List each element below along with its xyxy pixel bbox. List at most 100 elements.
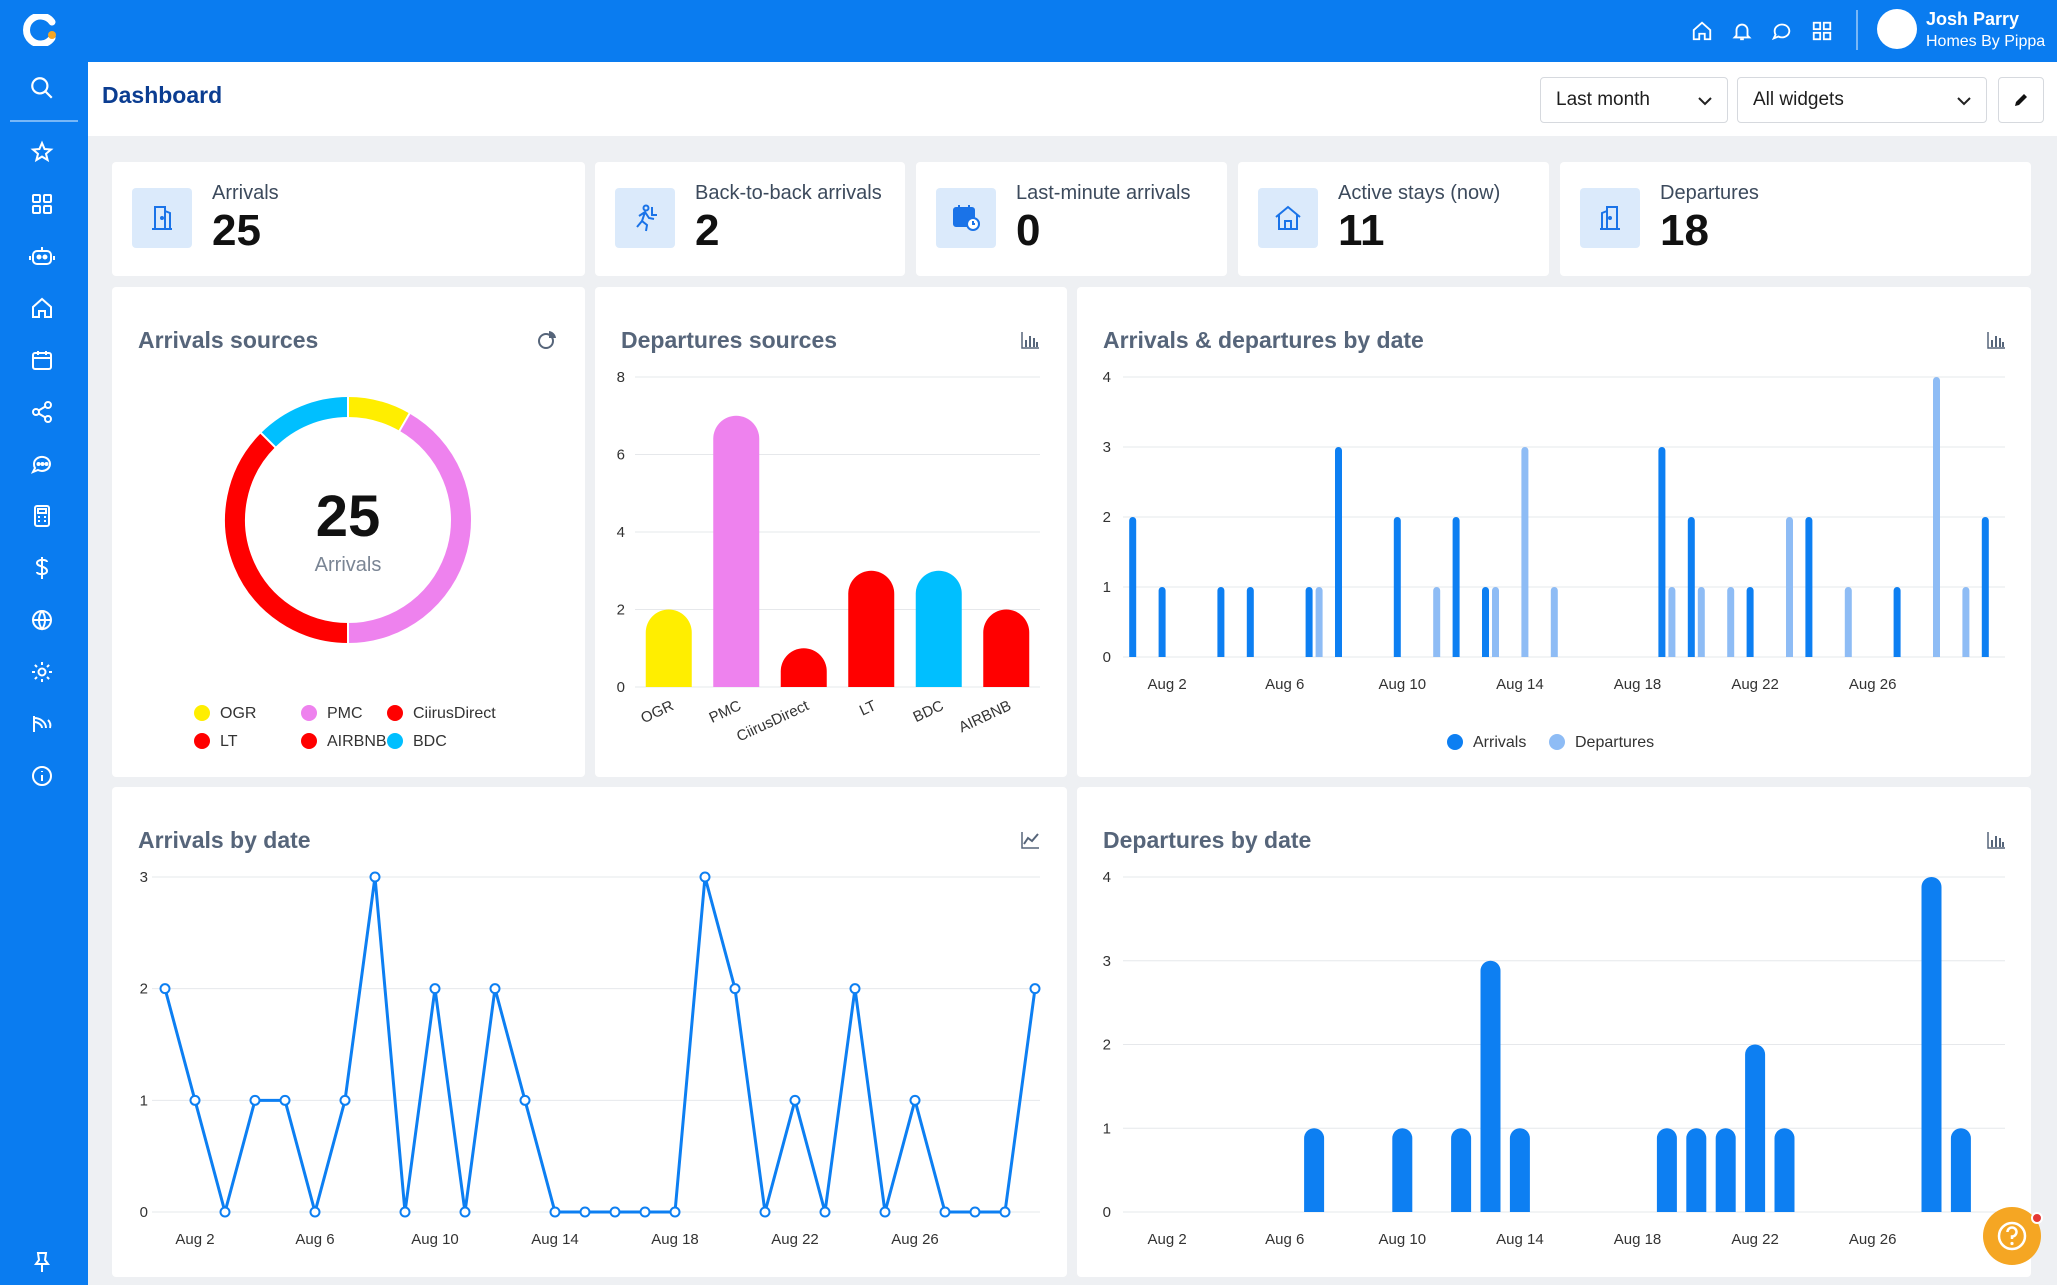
data-point xyxy=(669,1206,681,1218)
bar-departures xyxy=(1480,960,1501,1212)
x-tick-label: Aug 26 xyxy=(891,1231,939,1248)
grid-icon[interactable] xyxy=(26,188,58,220)
donut-slice-pmc xyxy=(347,413,471,643)
widget-title: Arrivals & departures by date xyxy=(1103,327,1424,353)
bar-chart-icon[interactable] xyxy=(1985,329,2007,351)
legend-swatch-arrivals xyxy=(1447,734,1463,750)
y-tick-label: 8 xyxy=(617,369,625,386)
avatar[interactable] xyxy=(1877,9,1917,49)
legend-label-ogr: OGR xyxy=(220,705,256,722)
info-icon[interactable] xyxy=(26,760,58,792)
x-tick-label: Aug 14 xyxy=(1496,1231,1544,1248)
data-point xyxy=(549,1206,561,1218)
data-point xyxy=(879,1206,891,1218)
x-tick-label: Aug 18 xyxy=(1614,676,1662,693)
sidebar-separator xyxy=(10,120,78,122)
star-icon[interactable] xyxy=(26,136,58,168)
marketing-icon[interactable] xyxy=(26,708,58,740)
x-tick-label: Aug 22 xyxy=(1731,676,1779,693)
page-title: Dashboard xyxy=(102,82,223,108)
data-point xyxy=(639,1206,651,1218)
data-point xyxy=(369,871,381,883)
y-tick-label: 3 xyxy=(140,869,148,886)
bar-arrivals xyxy=(1129,517,1137,657)
x-tick-label: Aug 10 xyxy=(1379,676,1427,693)
data-point xyxy=(459,1206,471,1218)
y-tick-label: 4 xyxy=(1103,869,1111,886)
pin-icon[interactable] xyxy=(26,1246,58,1278)
data-point xyxy=(789,1094,801,1106)
app-logo[interactable] xyxy=(22,14,60,46)
x-tick-label: Aug 2 xyxy=(175,1231,214,1248)
x-tick-label: Aug 6 xyxy=(295,1231,334,1248)
arrivals-by-date-chart: 0 1 2 3 Aug 2 Aug 6 Aug 10 Aug 14 Aug 18 Aug 22 Au… xyxy=(140,869,1041,1248)
chevron-down-icon xyxy=(1698,97,1712,106)
widget-departures-by-date: Departures by date 0 1 2 3 4 Aug 2 Aug 6 Aug 10… xyxy=(1077,787,2031,1277)
bar-chart-icon[interactable] xyxy=(1019,329,1041,351)
user-company: Homes By Pippa xyxy=(1926,33,2046,50)
chevron-down-icon xyxy=(1957,97,1971,106)
share-icon[interactable] xyxy=(26,396,58,428)
x-tick-label: Aug 22 xyxy=(1731,1231,1779,1248)
calculator-icon[interactable] xyxy=(26,500,58,532)
user-name[interactable]: Josh Parry xyxy=(1926,9,2020,29)
widget-title: Arrivals by date xyxy=(138,827,311,853)
bar-departures xyxy=(1950,1128,1971,1212)
running-person-icon xyxy=(615,188,675,248)
data-point xyxy=(249,1094,261,1106)
calendar-icon[interactable] xyxy=(26,344,58,376)
donut-separator xyxy=(398,412,411,433)
bar-arrivals xyxy=(1658,447,1666,657)
bar-arrivals xyxy=(1893,587,1901,657)
y-tick-label: 2 xyxy=(1103,509,1111,526)
widgets-select[interactable]: All widgets xyxy=(1737,77,1987,123)
x-tick-label: Aug 2 xyxy=(1147,676,1186,693)
bar-departures xyxy=(1727,587,1735,657)
period-select[interactable]: Last month xyxy=(1540,77,1728,123)
data-point xyxy=(759,1206,771,1218)
bar-departures xyxy=(1451,1128,1472,1212)
bar-arrivals xyxy=(1335,447,1342,657)
bar-departures xyxy=(1521,447,1529,657)
robot-icon[interactable] xyxy=(26,240,58,272)
y-tick-label: 1 xyxy=(140,1092,148,1109)
stat-label: Back-to-back arrivals xyxy=(695,182,882,204)
data-point xyxy=(939,1206,951,1218)
pie-chart-icon[interactable] xyxy=(536,329,558,351)
bell-icon[interactable] xyxy=(1730,19,1754,43)
bar-departures xyxy=(1315,587,1323,657)
x-tick-label: Aug 14 xyxy=(531,1231,579,1248)
period-select-value: Last month xyxy=(1556,89,1650,110)
search-icon[interactable] xyxy=(26,72,58,104)
dollar-icon[interactable] xyxy=(26,552,58,584)
legend-swatch-airbnb xyxy=(301,733,317,749)
line-chart-icon[interactable] xyxy=(1019,829,1041,851)
y-tick-label: 3 xyxy=(1103,439,1111,456)
home-icon[interactable] xyxy=(1690,19,1714,43)
x-tick-label: Aug 6 xyxy=(1265,1231,1304,1248)
data-point xyxy=(219,1206,231,1218)
bar-ogr xyxy=(645,609,692,687)
bar-arrivals xyxy=(1482,587,1489,657)
gear-icon[interactable] xyxy=(26,656,58,688)
chat-icon[interactable] xyxy=(26,448,58,480)
home-icon[interactable] xyxy=(26,292,58,324)
bar-departures xyxy=(1433,587,1441,657)
pencil-icon xyxy=(2015,94,2027,106)
donut-slice-lt xyxy=(225,433,349,643)
data-point xyxy=(489,983,501,995)
apps-grid-icon[interactable] xyxy=(1810,19,1834,43)
donut-slice-ogr xyxy=(347,397,410,431)
y-tick-label: 0 xyxy=(1103,649,1111,666)
data-point xyxy=(309,1206,321,1218)
data-point xyxy=(999,1206,1011,1218)
x-tick-label: Aug 2 xyxy=(1147,1231,1186,1248)
globe-icon[interactable] xyxy=(26,604,58,636)
edit-widgets-button[interactable] xyxy=(1998,77,2044,123)
legend-swatch-pmc xyxy=(301,705,317,721)
chat-icon[interactable] xyxy=(1770,19,1794,43)
bar-lt xyxy=(848,570,895,687)
bar-chart-icon[interactable] xyxy=(1985,829,2007,851)
bar-pmc xyxy=(713,415,760,687)
